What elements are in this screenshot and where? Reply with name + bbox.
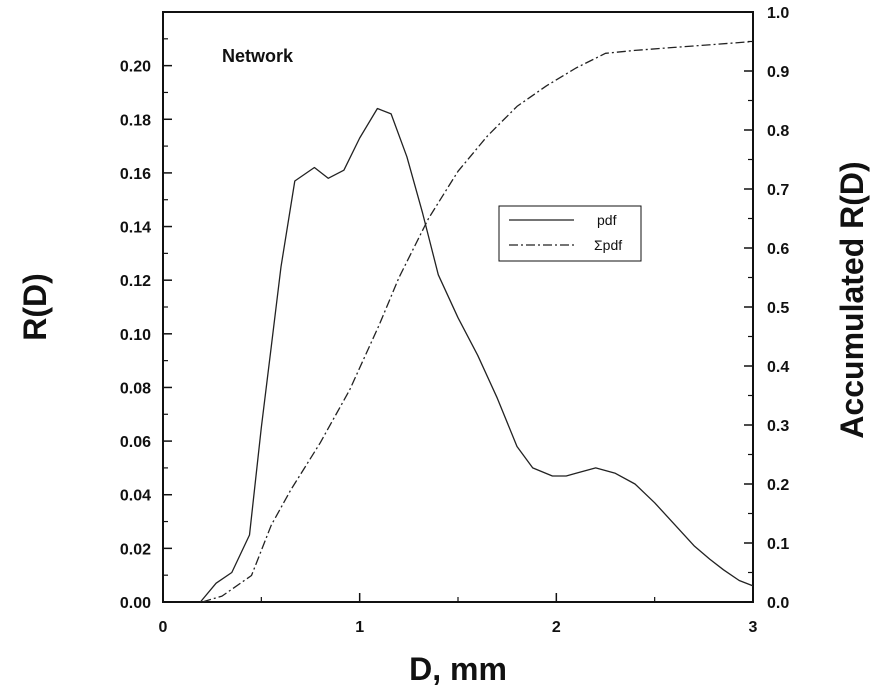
- y-right-tick-label-8: 0.8: [767, 123, 789, 140]
- y-right-tick-label-4: 0.4: [767, 359, 789, 376]
- y-left-tick-label-3: 0.06: [120, 434, 151, 451]
- x-tick-label-0: 0: [159, 619, 168, 636]
- series-line-sum-pdf: [202, 40, 754, 603]
- y-left-tick-label-9: 0.18: [120, 112, 151, 129]
- legend-label-pdf: pdf: [597, 212, 617, 228]
- x-tick-label-1: 1: [355, 619, 364, 636]
- y-left-tick-label-7: 0.14: [120, 220, 151, 237]
- legend-label-sum-pdf: Σpdf: [594, 237, 622, 253]
- x-axis-title: D, mm: [409, 651, 507, 687]
- y-right-tick-label-9: 0.9: [767, 64, 789, 81]
- y-right-tick-label-0: 0.0: [767, 595, 789, 612]
- y-left-tick-label-5: 0.10: [120, 327, 151, 344]
- y-left-tick-label-4: 0.08: [120, 380, 151, 397]
- series-group: [199, 40, 754, 603]
- x-axis: 0 1 2 3: [159, 593, 758, 636]
- y-right-tick-label-3: 0.3: [767, 418, 789, 435]
- annotation-network: Network: [222, 46, 294, 66]
- x-tick-label-2: 2: [552, 619, 561, 636]
- y-left-tick-label-0: 0.00: [120, 595, 151, 612]
- y-axis-left: 0.00 0.02 0.04 0.06 0.08 0.10 0.12 0.14 0.16 0.18…: [120, 38, 172, 612]
- y-left-tick-label-2: 0.04: [120, 488, 151, 505]
- y-right-tick-label-1: 0.1: [767, 536, 789, 553]
- y-right-tick-label-5: 0.5: [767, 300, 789, 317]
- y-left-tick-label-1: 0.02: [120, 541, 151, 558]
- y-right-tick-label-7: 0.7: [767, 182, 789, 199]
- y-axis-right: 0.0 0.1 0.2 0.3 0.4 0.5 0.6 0.7 0.8 0.9 1.0: [744, 5, 789, 612]
- y-right-tick-label-10: 1.0: [767, 5, 789, 22]
- legend-box: [498, 205, 642, 262]
- legend: pdf Σpdf: [498, 205, 642, 262]
- y-left-tick-label-6: 0.12: [120, 273, 151, 290]
- y-right-tick-label-6: 0.6: [767, 241, 789, 258]
- y-left-tick-label-8: 0.16: [120, 166, 151, 183]
- y-axis-left-title: R(D): [17, 273, 53, 341]
- y-right-tick-label-2: 0.2: [767, 477, 789, 494]
- y-axis-right-title: Accumulated R(D): [834, 161, 870, 438]
- x-tick-label-3: 3: [749, 619, 758, 636]
- series-line-pdf: [199, 107, 754, 603]
- y-left-tick-label-10: 0.20: [120, 59, 151, 76]
